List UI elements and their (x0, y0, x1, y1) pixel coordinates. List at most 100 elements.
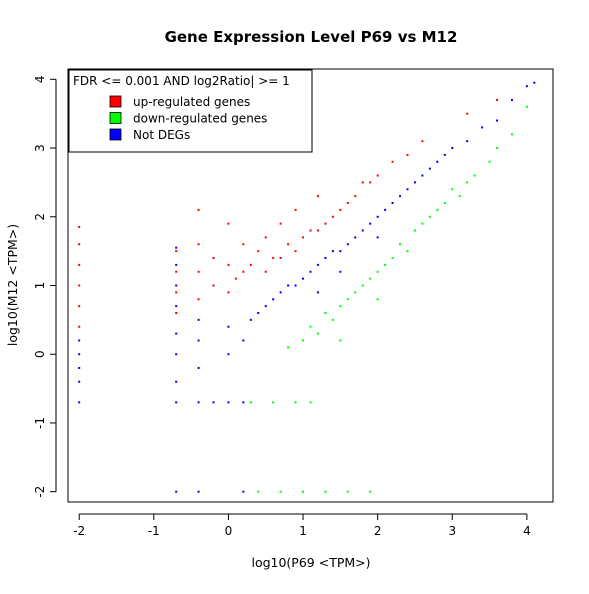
data-point (533, 81, 536, 84)
data-point (78, 243, 81, 246)
y-tick-label: 0 (33, 350, 47, 358)
data-point (197, 270, 200, 273)
data-point (279, 291, 282, 294)
legend-label: Not DEGs (133, 128, 190, 142)
data-point (354, 236, 357, 239)
data-point (331, 250, 334, 253)
data-point (279, 222, 282, 225)
data-point (257, 490, 260, 493)
legend-swatch (109, 95, 122, 108)
data-point (242, 401, 245, 404)
data-point (175, 284, 178, 287)
data-point (272, 298, 275, 301)
y-tick-label: -1 (33, 417, 47, 429)
data-point (175, 380, 178, 383)
data-point (242, 339, 245, 342)
legend-label: up-regulated genes (133, 95, 250, 109)
data-point (428, 215, 431, 218)
y-axis: -2 -1 0 1 2 3 4 (33, 75, 57, 498)
data-point (406, 153, 409, 156)
data-point (324, 257, 327, 260)
data-point (324, 222, 327, 225)
data-point (302, 490, 305, 493)
data-point (436, 160, 439, 163)
data-point (399, 243, 402, 246)
data-point (242, 490, 245, 493)
data-point (78, 353, 81, 356)
data-point (175, 305, 178, 308)
data-point (234, 277, 237, 280)
data-point (466, 181, 469, 184)
data-point (361, 229, 364, 232)
data-point (376, 236, 379, 239)
series-down-regulated-genes (249, 105, 528, 493)
data-point (309, 270, 312, 273)
data-point (466, 112, 469, 115)
y-tick-label: 1 (33, 282, 47, 290)
data-point (78, 226, 81, 229)
data-point (197, 208, 200, 211)
data-point (197, 401, 200, 404)
legend-label: down-regulated genes (133, 112, 267, 126)
data-point (302, 339, 305, 342)
series-not-degs (78, 81, 536, 493)
data-point (249, 263, 252, 266)
data-point (257, 250, 260, 253)
data-point (391, 257, 394, 260)
data-point (78, 284, 81, 287)
data-point (316, 229, 319, 232)
data-point (473, 174, 476, 177)
data-point (309, 325, 312, 328)
data-point (294, 284, 297, 287)
data-point (279, 490, 282, 493)
legend-title: FDR <= 0.001 AND log2Ratio| >= 1 (73, 74, 290, 88)
data-point (331, 318, 334, 321)
data-point (376, 215, 379, 218)
data-point (279, 257, 282, 260)
data-point (294, 401, 297, 404)
data-point (346, 490, 349, 493)
data-point (488, 160, 491, 163)
data-point (324, 490, 327, 493)
data-point (227, 263, 230, 266)
data-point (391, 160, 394, 163)
data-point (197, 298, 200, 301)
data-point (331, 215, 334, 218)
series-up-regulated-genes (78, 98, 499, 328)
x-tick-label: -1 (148, 524, 160, 538)
legend-swatch (109, 112, 122, 124)
data-point (510, 98, 513, 101)
data-point (264, 270, 267, 273)
data-point (339, 208, 342, 211)
data-point (384, 208, 387, 211)
data-point (496, 98, 499, 101)
data-point (175, 490, 178, 493)
data-point (346, 298, 349, 301)
data-point (197, 243, 200, 246)
data-point (384, 263, 387, 266)
y-tick-label: 3 (33, 144, 47, 152)
data-point (510, 133, 513, 136)
data-point (227, 325, 230, 328)
data-point (421, 140, 424, 143)
data-point (257, 311, 260, 314)
data-point (466, 140, 469, 143)
x-tick-label: 1 (299, 524, 307, 538)
data-point (443, 202, 446, 205)
data-point (175, 311, 178, 314)
data-point (227, 222, 230, 225)
data-point (287, 346, 290, 349)
legend-box (68, 69, 313, 153)
data-point (339, 339, 342, 342)
data-point (496, 119, 499, 122)
data-point (369, 222, 372, 225)
data-point (376, 270, 379, 273)
data-point (458, 195, 461, 198)
data-point (227, 401, 230, 404)
x-tick-label: 4 (523, 524, 531, 538)
data-point (294, 250, 297, 253)
data-point (376, 298, 379, 301)
data-point (525, 85, 528, 88)
